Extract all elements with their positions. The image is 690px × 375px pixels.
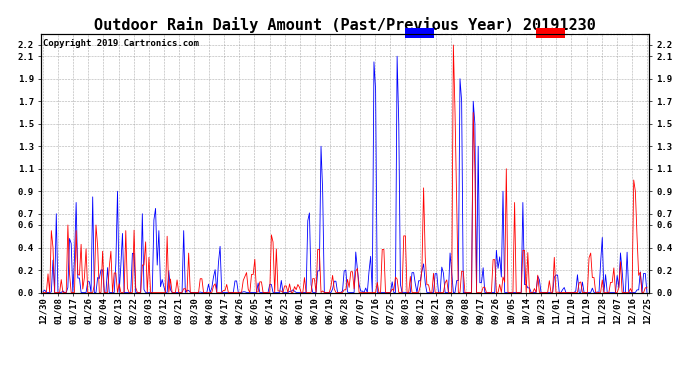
Previous (Inches) [143, 290, 151, 295]
Title: Outdoor Rain Daily Amount (Past/Previous Year) 20191230: Outdoor Rain Daily Amount (Past/Previous… [94, 16, 596, 33]
Text: Copyright 2019 Cartronics.com: Copyright 2019 Cartronics.com [43, 39, 199, 48]
Previous (Inches) [393, 54, 402, 58]
Previous (Inches) [100, 290, 108, 295]
Past (Inches) [365, 290, 373, 295]
Previous (Inches) [165, 268, 173, 273]
Previous (Inches) [42, 290, 50, 295]
Past (Inches) [454, 290, 462, 295]
Past (Inches) [163, 234, 171, 238]
Previous (Inches) [643, 290, 651, 295]
Legend: Previous (Inches), Past (Inches): Previous (Inches), Past (Inches) [405, 28, 644, 39]
Past (Inches) [141, 240, 150, 244]
Past (Inches) [99, 249, 107, 254]
Previous (Inches) [366, 254, 375, 259]
Past (Inches) [39, 290, 47, 295]
Past (Inches) [643, 285, 651, 290]
Previous (Inches) [456, 76, 464, 81]
Past (Inches) [487, 290, 495, 295]
Past (Inches) [449, 43, 457, 47]
Line: Previous (Inches): Previous (Inches) [43, 56, 647, 292]
Line: Past (Inches): Past (Inches) [43, 45, 647, 292]
Previous (Inches) [39, 290, 47, 294]
Previous (Inches) [489, 290, 497, 295]
